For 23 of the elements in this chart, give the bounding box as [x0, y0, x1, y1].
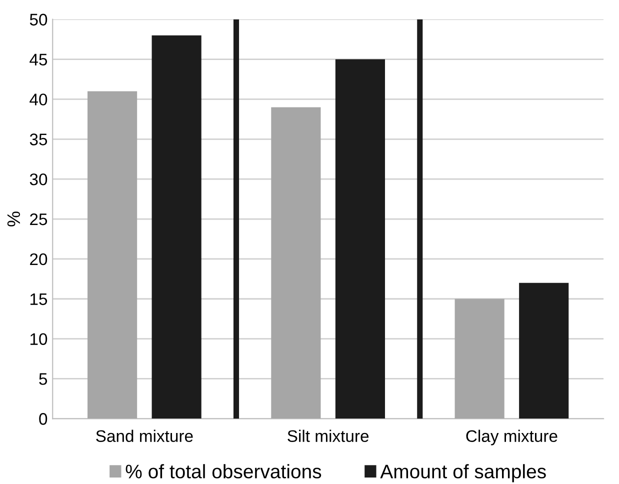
y-tick-label: 45 [30, 54, 48, 66]
bar [519, 282, 569, 419]
y-tick-label: 35 [30, 134, 48, 146]
legend-label: % of total observations [126, 464, 322, 478]
y-tick-label: 40 [30, 94, 48, 106]
bar [335, 59, 385, 419]
legend-label: Amount of samples [380, 464, 546, 482]
x-tick-label: Clay mixture [466, 430, 558, 446]
y-tick-label: 30 [30, 173, 48, 186]
y-tick-label: 15 [30, 293, 48, 306]
bar [454, 298, 504, 419]
bar [88, 91, 138, 419]
bar [271, 107, 321, 419]
y-axis-title: % [7, 212, 20, 226]
y-tick-label: 50 [30, 14, 48, 26]
x-tick-label: Sand mixture [96, 430, 193, 442]
y-tick-label: 0 [39, 413, 48, 425]
y-tick-label: 20 [30, 253, 48, 266]
y-tick-label: 5 [39, 373, 48, 385]
bar [152, 35, 202, 419]
x-tick-label: Silt mixture [288, 430, 369, 442]
y-tick-label: 10 [30, 333, 48, 346]
y-tick-label: 25 [30, 213, 48, 226]
